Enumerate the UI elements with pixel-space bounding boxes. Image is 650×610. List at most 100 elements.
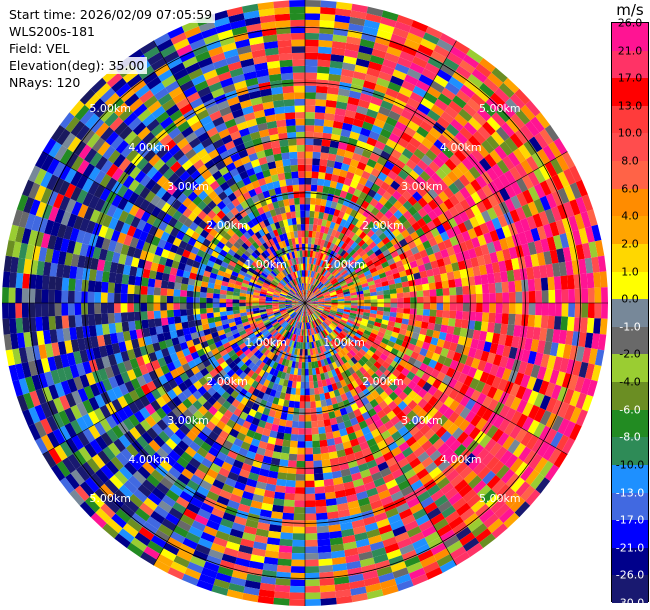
- ppi-gate: [322, 321, 329, 328]
- ppi-gate: [212, 382, 222, 392]
- ppi-gate: [494, 503, 510, 519]
- ppi-gate: [65, 116, 80, 133]
- ppi-gate: [104, 479, 119, 494]
- ppi-gate: [280, 311, 288, 315]
- ppi-gate: [470, 204, 482, 217]
- ppi-gate: [156, 385, 167, 397]
- ppi-gate: [162, 213, 173, 224]
- ppi-gate: [309, 284, 313, 291]
- ppi-gate: [64, 340, 74, 354]
- ppi-gate: [356, 161, 367, 171]
- ppi-gate: [412, 56, 428, 69]
- ppi-gate: [66, 352, 76, 367]
- ppi-gate: [314, 327, 319, 334]
- ppi-gate: [134, 386, 146, 399]
- ppi-gate: [308, 237, 312, 244]
- ppi-gate: [222, 323, 230, 330]
- ppi-gate: [193, 185, 204, 196]
- ppi-gate: [391, 126, 404, 138]
- ppi-gate: [128, 401, 140, 415]
- ppi-gate: [406, 32, 423, 45]
- ppi-gate: [254, 534, 268, 544]
- ppi-gate: [429, 289, 437, 297]
- ppi-gate: [170, 561, 188, 574]
- ppi-gate: [354, 236, 363, 245]
- ppi-gate: [347, 96, 360, 106]
- ppi-gate: [46, 431, 60, 448]
- ppi-gate: [291, 312, 297, 318]
- ppi-gate: [390, 490, 404, 502]
- ppi-gate: [12, 379, 24, 397]
- ppi-gate: [199, 308, 207, 314]
- ppi-gate: [369, 332, 378, 339]
- ppi-gate: [336, 148, 346, 157]
- ppi-gate: [298, 315, 302, 323]
- ppi-gate: [56, 263, 65, 278]
- ppi-gate: [390, 307, 398, 313]
- ppi-gate: [94, 198, 106, 212]
- ppi-gate: [18, 378, 30, 395]
- ppi-gate: [250, 500, 263, 510]
- ppi-gate: [279, 306, 286, 309]
- ppi-gate: [129, 266, 138, 277]
- ppi-gate: [404, 520, 419, 532]
- ppi-gate: [339, 169, 348, 178]
- ppi-gate: [285, 298, 293, 301]
- ppi-gate: [118, 210, 129, 223]
- ppi-gate: [219, 311, 227, 317]
- ppi-gate: [549, 342, 559, 357]
- ppi-gate: [243, 231, 252, 240]
- ppi-gate: [282, 313, 289, 319]
- ppi-gate: [244, 327, 253, 333]
- ppi-gate: [3, 255, 13, 272]
- ppi-gate: [217, 270, 226, 277]
- ppi-gate: [315, 105, 326, 113]
- ppi-gate: [384, 210, 394, 220]
- ppi-gate: [238, 371, 247, 380]
- ppi-gate: [155, 396, 167, 408]
- ppi-gate: [422, 315, 430, 323]
- ppi-gate: [273, 292, 280, 297]
- ppi-gate: [319, 205, 326, 213]
- ppi-gate: [248, 560, 264, 570]
- ppi-gate: [374, 419, 384, 429]
- ppi-gate: [305, 256, 308, 264]
- ppi-gate: [263, 379, 271, 388]
- ppi-gate: [29, 199, 41, 216]
- ppi-gate: [328, 146, 338, 155]
- ppi-gate: [285, 284, 291, 290]
- ppi-gate: [247, 228, 255, 237]
- ppi-gate: [321, 139, 331, 147]
- ppi-gate: [333, 114, 345, 123]
- ppi-gate: [60, 380, 72, 396]
- ppi-gate: [151, 487, 166, 501]
- ppi-gate: [254, 284, 262, 289]
- ppi-gate: [307, 250, 311, 258]
- ppi-gate: [283, 330, 289, 338]
- ppi-gate: [326, 335, 333, 342]
- ppi-gate: [209, 180, 220, 191]
- ppi-gate: [166, 309, 174, 318]
- ppi-gate: [109, 97, 125, 112]
- ppi-gate: [381, 236, 391, 245]
- ppi-gate: [207, 377, 217, 387]
- ppi-gate: [274, 584, 291, 593]
- ppi-gate: [434, 251, 443, 261]
- ppi-gate: [452, 244, 462, 255]
- ppi-gate: [405, 452, 418, 464]
- ppi-gate: [336, 595, 353, 605]
- ppi-gate: [137, 484, 152, 498]
- ppi-gate: [419, 327, 428, 336]
- ppi-gate: [384, 329, 393, 336]
- ppi-gate: [207, 209, 217, 220]
- ppi-gate: [305, 237, 309, 244]
- ppi-gate: [292, 305, 299, 309]
- ppi-gate: [127, 303, 134, 313]
- ppi-gate: [67, 453, 82, 470]
- ppi-gate: [35, 316, 43, 332]
- ppi-gate: [307, 283, 310, 291]
- ppi-gate: [321, 459, 331, 467]
- ppi-gate: [99, 187, 111, 202]
- ppi-gate: [121, 274, 130, 285]
- ppi-gate: [470, 338, 479, 349]
